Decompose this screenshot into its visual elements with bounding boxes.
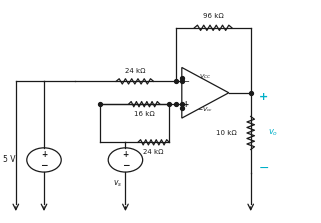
Text: $V_{CC}$: $V_{CC}$ (199, 72, 212, 81)
Text: −: − (182, 77, 189, 86)
Text: 96 kΩ: 96 kΩ (203, 13, 223, 19)
Text: $-V_{cc}$: $-V_{cc}$ (197, 105, 213, 114)
Text: +: + (182, 100, 189, 109)
Text: +: + (258, 92, 268, 102)
Text: $v_s$: $v_s$ (113, 179, 122, 189)
Text: 24 kΩ: 24 kΩ (125, 68, 145, 74)
Text: 5 V: 5 V (3, 155, 16, 164)
Text: −: − (258, 162, 269, 175)
Text: $v_o$: $v_o$ (268, 128, 278, 138)
Text: −: − (40, 161, 48, 170)
Text: 24 kΩ: 24 kΩ (143, 149, 164, 155)
Text: +: + (122, 150, 129, 159)
Text: 10 kΩ: 10 kΩ (216, 130, 237, 136)
Text: +: + (41, 150, 47, 159)
Text: −: − (122, 161, 129, 170)
Text: 16 kΩ: 16 kΩ (134, 111, 155, 117)
